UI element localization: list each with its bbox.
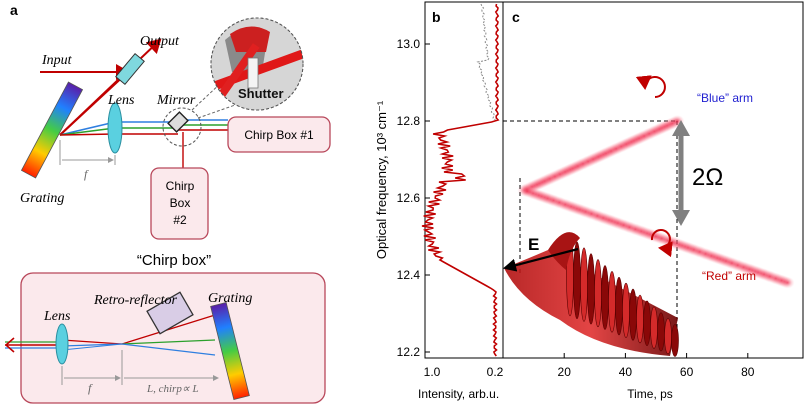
lens-element [107,102,123,154]
input-label: Input [41,53,73,68]
pulse-rib [608,271,616,333]
pulse-rib [643,300,651,346]
chirp-box-2-line-2: Box [170,196,191,210]
grating-label: Grating [20,191,64,206]
cb-grating-label: Grating [208,291,252,306]
chirp-box-detail [20,272,326,404]
x-tick-label: 60 [680,365,694,379]
two-omega-head-bottom [672,210,690,226]
two-omega-head-top [672,120,690,136]
pulse-rib [622,282,630,338]
zoom-line-1 [191,81,223,111]
blue-arm-trace [517,115,685,197]
cb-grating [210,302,250,400]
spectrum-xlabel: Intensity, arb.u. [418,387,499,401]
pulse-rib [664,318,672,355]
pulse-envelope [504,232,679,357]
pulse-rib [573,241,581,319]
cb-lens [55,323,69,365]
cb-ray-2 [61,343,123,347]
lens-label: Lens [107,93,135,108]
x-tick-label: 80 [741,365,755,379]
spectrum-curve [421,3,500,357]
e-field-arrow [502,247,579,272]
pulse-rib [580,247,588,322]
blue-arm-label: “Blue” arm [697,91,753,105]
pulse-rib [636,294,644,344]
cb-l-label: L, chirp∝ L [146,383,199,395]
y-axis-label: Optical frequency, 10³ cm⁻¹ [374,100,389,259]
panel-label-a: a [10,2,18,18]
y-axis: 13.0 12.8 12.6 12.4 12.2 [397,37,430,359]
plot-frame [502,1,804,359]
pulse-lobe [548,232,580,270]
retro-reflector [146,291,194,335]
pulse-rib [657,312,665,352]
shutter-label: Shutter [238,86,284,101]
red-arm-trace [517,184,795,289]
cb-lens-label: Lens [43,309,71,324]
cb-ray-4 [121,339,216,345]
pulse-rib [671,324,679,357]
y-tick-label: 12.6 [397,191,421,205]
red-arm-rotation-icon [650,229,673,258]
y-tick-label: 12.4 [397,268,421,282]
blue-arm-rotation-icon [635,75,666,98]
x-axis: 20 40 60 80 [558,353,755,379]
mirror-label: Mirror [156,93,196,108]
cb-f-label: f [88,381,93,395]
cb-in-arrow [4,337,15,353]
output-beam [59,38,162,136]
pulse-rib [629,288,637,341]
pulse-rib [650,306,658,349]
retro-label: Retro-reflector [93,293,177,308]
output-label: Output [140,34,180,49]
pulse-rib [587,253,595,325]
shutter-inset [210,17,304,111]
cb-ray-5 [121,343,216,356]
x-tick-label: 20 [558,365,572,379]
pulse-rib [594,259,602,328]
cb-ray-1 [61,339,123,345]
chirp-box-1-label: Chirp Box #1 [244,128,314,142]
pulse-rib [601,265,609,330]
green-ray [59,127,116,136]
y-tick-label: 12.2 [397,345,421,359]
spectrum-xtick-2: 0.2 [487,365,504,379]
spectrum-reference [476,3,496,121]
red-arm-point [780,276,795,289]
spectrum-xtick-1: 1.0 [424,365,441,379]
panel-label-b: b [432,9,441,25]
chirp-box-title: “Chirp box” [137,252,211,269]
mirror-zoom-circle [162,107,202,147]
chirp-box-2-line-1: Chirp [166,179,195,193]
grating-element [20,81,84,179]
y-tick-label: 12.8 [397,114,421,128]
chirp-box-1 [227,116,331,153]
red-ray [59,133,116,136]
e-field-label: E [528,235,539,254]
zoom-line-2 [197,103,239,119]
x-tick-label: 40 [619,365,633,379]
red-arm-label: “Red” arm [702,269,756,283]
y-tick-label: 13.0 [397,37,421,51]
pickoff-mirror [115,52,145,86]
switch-mirror [167,111,189,133]
x-axis-label: Time, ps [627,387,673,401]
pulse-rib [615,277,623,336]
blue-ray [59,121,116,136]
f-label: f [84,167,89,181]
chirp-box-2-line-3: #2 [173,213,187,227]
cb-ray-6 [61,343,123,351]
two-omega-label: 2Ω [692,164,723,191]
chirp-box-2 [150,167,209,240]
panel-label-c: c [512,9,520,25]
